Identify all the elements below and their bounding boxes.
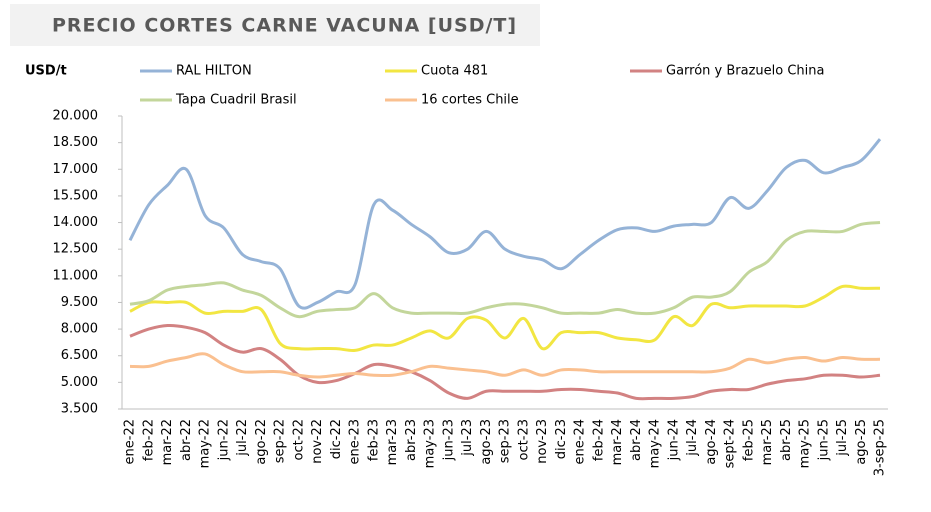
y-tick-label: 5.000 xyxy=(61,375,98,390)
legend-label: Garrón y Brazuelo China xyxy=(666,64,825,79)
x-tick-label: abr-24 xyxy=(629,419,644,461)
x-tick-label: jun-22 xyxy=(216,419,231,461)
x-tick-label: oct-22 xyxy=(291,419,306,460)
x-tick-label: jul-24 xyxy=(685,419,700,457)
y-tick-label: 17.000 xyxy=(53,162,99,177)
y-tick-label: 14.000 xyxy=(53,215,99,230)
x-tick-label: jun-23 xyxy=(441,419,456,461)
x-tick-label: sep-23 xyxy=(498,419,513,463)
x-tick-label: abr-23 xyxy=(404,419,419,461)
x-tick-label: mar-24 xyxy=(610,419,625,465)
x-tick-label: nov-23 xyxy=(535,419,550,464)
x-tick-label: mar-22 xyxy=(160,419,175,465)
y-tick-label: 15.500 xyxy=(53,188,99,203)
y-tick-label: 3.500 xyxy=(61,402,98,417)
chart-title: PRECIO CORTES CARNE VACUNA [USD/T] xyxy=(52,15,517,37)
x-tick-label: ago-24 xyxy=(704,419,719,465)
legend-label: Tapa Cuadril Brasil xyxy=(175,93,297,108)
x-tick-label: abr-25 xyxy=(779,419,794,461)
x-tick-label: ene-24 xyxy=(573,419,588,464)
legend-label: Cuota 481 xyxy=(421,64,488,79)
x-tick-label: jul-23 xyxy=(460,419,475,457)
x-tick-label: dic-23 xyxy=(554,419,569,459)
x-tick-label: jun-24 xyxy=(666,419,681,461)
series-line xyxy=(129,221,881,319)
x-tick-label: ene-23 xyxy=(348,419,363,464)
x-tick-label: mar-23 xyxy=(385,419,400,465)
series-line xyxy=(129,352,881,379)
y-tick-label: 12.500 xyxy=(53,242,99,257)
x-tick-label: ago-22 xyxy=(254,419,269,465)
x-tick-label: feb-22 xyxy=(141,419,156,461)
x-tick-label: feb-23 xyxy=(366,419,381,461)
series-line xyxy=(129,284,881,353)
x-tick-label: sept-24 xyxy=(723,419,738,468)
x-tick-label: jul-25 xyxy=(835,419,850,457)
x-tick-label: abr-22 xyxy=(179,419,194,461)
y-tick-label: 9.500 xyxy=(61,295,98,310)
x-tick-label: may-23 xyxy=(423,419,438,468)
series-line xyxy=(128,138,882,310)
x-tick-label: sep-22 xyxy=(273,419,288,463)
x-tick-label: may-24 xyxy=(648,419,663,468)
x-tick-label: 3-sep-25 xyxy=(873,419,888,476)
y-axis-label: USD/t xyxy=(25,64,67,79)
x-tick-label: jun-25 xyxy=(816,419,831,461)
x-tick-label: may-22 xyxy=(198,419,213,468)
y-tick-label: 11.000 xyxy=(53,268,99,283)
x-tick-label: may-25 xyxy=(798,419,813,468)
x-tick-label: ene-22 xyxy=(123,419,138,464)
y-tick-label: 6.500 xyxy=(61,348,98,363)
legend-label: 16 cortes Chile xyxy=(421,93,519,108)
x-tick-label: dic-22 xyxy=(329,419,344,459)
x-tick-label: ago-25 xyxy=(854,419,869,465)
series-line xyxy=(129,323,881,401)
x-tick-label: oct-23 xyxy=(516,419,531,460)
x-tick-label: feb-25 xyxy=(741,419,756,461)
y-tick-label: 20.000 xyxy=(53,109,99,124)
x-tick-label: ago-23 xyxy=(479,419,494,465)
x-tick-label: feb-24 xyxy=(591,419,606,461)
legend-label: RAL HILTON xyxy=(176,64,252,79)
title-box xyxy=(10,4,540,46)
x-tick-label: nov-22 xyxy=(310,419,325,464)
x-tick-label: mar-25 xyxy=(760,419,775,465)
x-tick-label: jul-22 xyxy=(235,419,250,457)
y-tick-label: 18.500 xyxy=(53,135,99,150)
y-tick-label: 8.000 xyxy=(61,322,98,337)
